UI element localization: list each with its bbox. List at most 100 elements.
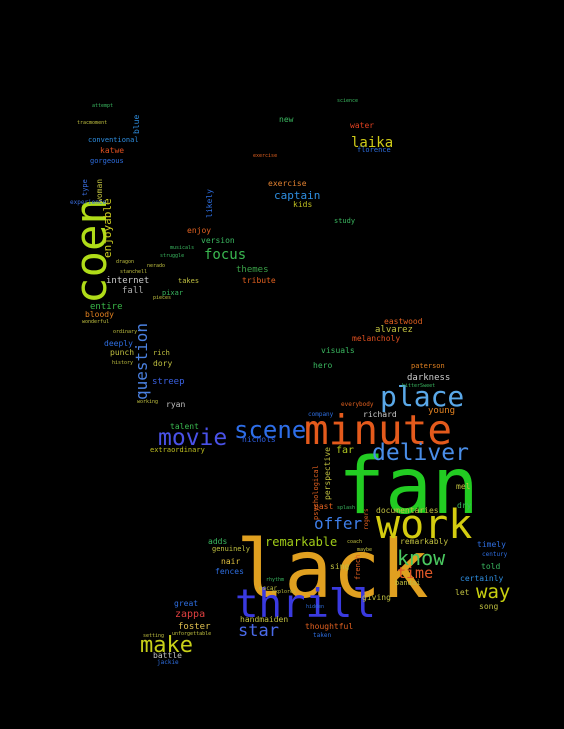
word: battle <box>153 651 182 660</box>
word: visuals <box>321 346 355 355</box>
word: enjoyable <box>101 198 114 258</box>
word: time <box>397 564 434 582</box>
word: themes <box>236 265 269 275</box>
word: star <box>238 621 279 641</box>
word: minute <box>304 406 453 454</box>
word: great <box>174 599 199 608</box>
word: nichols <box>242 435 276 444</box>
word: lack <box>236 523 429 616</box>
word: perspective <box>323 447 332 500</box>
word: documentaries <box>376 506 439 515</box>
word: century <box>482 551 508 558</box>
word: punch <box>110 348 135 357</box>
word: exercise <box>253 153 278 159</box>
word: version <box>201 236 235 245</box>
word: thrill <box>235 582 376 627</box>
word: focus <box>204 247 247 263</box>
word: remarkably <box>400 537 449 546</box>
word: study <box>334 217 356 225</box>
word: movie <box>158 425 228 451</box>
word: deliver <box>372 440 469 466</box>
word: way <box>476 581 511 603</box>
word: far <box>336 445 355 456</box>
word: jackie <box>157 659 179 666</box>
word: psychological <box>312 465 320 520</box>
word: entire <box>90 302 123 312</box>
word: bitterSweet <box>402 383 436 389</box>
word: bloody <box>85 310 114 319</box>
word: wonderful <box>82 319 110 325</box>
word: florence <box>357 146 391 154</box>
word: history <box>112 360 134 366</box>
word: experience <box>70 199 107 206</box>
word: takes <box>178 277 200 285</box>
word: company <box>308 411 334 418</box>
word: let <box>455 588 470 597</box>
word: thoughtful <box>305 622 354 631</box>
word: hidden <box>306 604 325 610</box>
word: likely <box>205 189 214 218</box>
word: tracmoment <box>77 120 108 126</box>
word: nerado <box>147 263 166 269</box>
word: dory <box>153 359 173 368</box>
word: coach <box>347 539 363 545</box>
word: rogers <box>363 508 370 530</box>
word: type <box>81 179 89 196</box>
word: richard <box>363 410 397 419</box>
word: pieces <box>153 295 172 301</box>
word: remarkable <box>265 535 338 549</box>
word: enjoy <box>187 226 212 235</box>
word: adds <box>208 537 228 546</box>
word: stanchell <box>120 269 148 275</box>
word: oscar <box>259 585 278 592</box>
word: conventional <box>88 136 139 144</box>
word: setting <box>143 633 165 639</box>
word: working <box>137 399 159 405</box>
word: hero <box>313 361 333 370</box>
word: eastwood <box>384 317 423 326</box>
word: paterson <box>411 362 445 370</box>
word: internet <box>106 276 150 286</box>
word: giving <box>362 593 391 602</box>
word: dry <box>457 501 472 510</box>
word: water <box>350 121 375 130</box>
word: know <box>397 546 446 570</box>
word: french <box>354 554 362 580</box>
word: new <box>279 115 294 124</box>
word: blue <box>132 114 141 134</box>
word: captain <box>274 189 321 202</box>
word: musicals <box>170 245 195 251</box>
word: fall <box>122 286 144 296</box>
word: attempt <box>92 103 114 109</box>
word: mel <box>456 482 471 491</box>
word: young <box>428 406 456 416</box>
word: maybe <box>357 547 373 553</box>
word: foster <box>178 622 211 632</box>
word: pixar <box>162 289 184 297</box>
word: deeply <box>104 339 133 348</box>
word: fences <box>215 567 244 576</box>
word: rhythm <box>266 577 285 583</box>
word: ryan <box>166 400 186 409</box>
word: place <box>380 380 465 413</box>
word: melancholy <box>352 334 401 343</box>
word: dragon <box>116 259 135 265</box>
word: timely <box>477 540 506 549</box>
word: explores <box>272 589 297 595</box>
word: work <box>376 502 473 548</box>
word: told <box>481 562 501 571</box>
word: rich <box>153 349 170 357</box>
word: katwe <box>100 146 125 155</box>
word: talent <box>170 422 199 431</box>
word: handmaiden <box>240 615 289 624</box>
word: streep <box>152 377 185 387</box>
word: darkness <box>407 373 451 383</box>
word: nair <box>221 557 241 566</box>
word: splash <box>337 505 356 511</box>
word: fan <box>338 442 479 532</box>
word: struggle <box>160 253 185 259</box>
word: bandai <box>395 579 421 587</box>
word: science <box>337 98 359 104</box>
word: past <box>314 502 334 511</box>
